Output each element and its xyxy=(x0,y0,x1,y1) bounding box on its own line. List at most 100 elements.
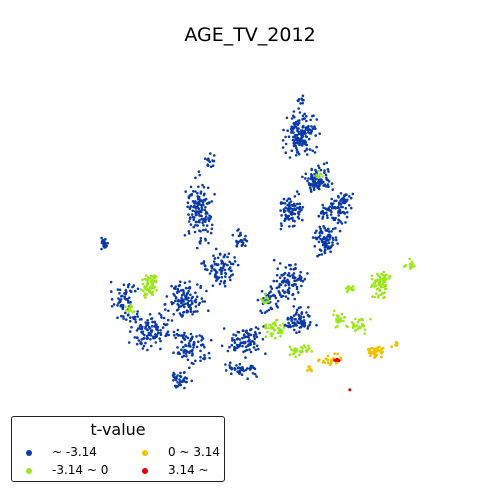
map-point xyxy=(172,330,176,334)
map-point xyxy=(119,300,122,304)
map-point xyxy=(233,346,237,350)
map-point xyxy=(363,328,367,332)
map-point xyxy=(148,313,152,316)
map-point xyxy=(216,278,219,281)
map-point xyxy=(203,300,207,303)
map-point xyxy=(354,329,357,332)
map-point xyxy=(188,351,191,355)
map-point xyxy=(172,292,175,296)
map-point xyxy=(298,350,302,353)
map-point xyxy=(261,298,264,302)
map-point xyxy=(381,292,385,295)
map-point xyxy=(337,359,341,363)
map-point xyxy=(151,290,155,294)
map-point xyxy=(305,311,308,314)
map-point xyxy=(242,329,245,333)
map-point xyxy=(370,285,373,289)
map-point xyxy=(332,218,336,221)
map-point xyxy=(201,228,205,232)
map-point xyxy=(179,305,183,308)
map-point xyxy=(337,214,341,217)
map-point xyxy=(131,310,134,314)
map-point xyxy=(251,372,255,375)
map-point xyxy=(222,327,226,330)
map-point xyxy=(279,209,282,212)
map-point xyxy=(196,283,199,286)
map-point xyxy=(255,344,259,348)
map-point xyxy=(290,149,294,152)
map-point xyxy=(244,341,247,345)
map-point xyxy=(271,322,275,325)
map-point xyxy=(307,365,311,369)
map-point xyxy=(141,278,144,282)
map-point xyxy=(189,293,192,297)
map-point xyxy=(301,101,305,105)
map-point xyxy=(370,346,374,350)
map-point xyxy=(191,200,195,203)
map-point xyxy=(319,168,323,172)
map-point xyxy=(350,287,353,290)
map-point xyxy=(377,345,381,349)
legend-dot-icon xyxy=(26,449,32,456)
map-point xyxy=(187,344,190,348)
map-point xyxy=(361,322,364,326)
map-point xyxy=(239,231,242,235)
map-point xyxy=(174,376,178,380)
map-point xyxy=(110,305,114,308)
map-point xyxy=(244,356,247,359)
map-point xyxy=(351,192,355,196)
map-point xyxy=(151,293,154,297)
map-point xyxy=(292,352,296,355)
map-point xyxy=(183,348,187,352)
map-point xyxy=(124,293,127,296)
map-point xyxy=(300,97,304,100)
map-point xyxy=(176,334,180,337)
map-point xyxy=(309,188,313,191)
map-point xyxy=(323,236,327,240)
map-point xyxy=(214,270,218,274)
map-point xyxy=(192,346,195,349)
map-point xyxy=(292,284,295,288)
map-point xyxy=(183,386,186,390)
map-point xyxy=(231,273,235,276)
map-point xyxy=(218,252,222,256)
map-point xyxy=(146,321,150,325)
map-point xyxy=(207,241,210,245)
map-point xyxy=(235,343,239,347)
map-point xyxy=(172,371,175,375)
map-point xyxy=(300,311,304,315)
map-point xyxy=(214,247,218,251)
map-point xyxy=(352,285,355,288)
map-point xyxy=(315,145,318,149)
map-point xyxy=(194,223,197,227)
map-point xyxy=(369,317,372,321)
map-point xyxy=(299,137,302,140)
map-point xyxy=(256,327,260,331)
map-point xyxy=(212,260,216,263)
map-point xyxy=(318,231,322,235)
map-point xyxy=(412,264,416,268)
map-point xyxy=(172,351,175,355)
map-point xyxy=(200,204,203,207)
map-point xyxy=(189,185,193,189)
map-point xyxy=(329,202,333,205)
map-point xyxy=(256,298,260,302)
map-point xyxy=(208,217,212,220)
map-point xyxy=(184,335,188,338)
map-point xyxy=(196,191,199,195)
map-point xyxy=(258,331,262,335)
map-point xyxy=(152,279,156,282)
map-point xyxy=(166,330,170,334)
map-point xyxy=(228,345,231,349)
map-point xyxy=(329,213,333,216)
map-point xyxy=(298,274,302,278)
map-point xyxy=(327,241,331,244)
map-point xyxy=(295,202,299,206)
map-point xyxy=(124,311,127,315)
map-point xyxy=(333,309,336,313)
map-point xyxy=(298,315,302,319)
map-point xyxy=(118,288,122,292)
map-point xyxy=(319,172,323,176)
map-point xyxy=(295,146,298,150)
